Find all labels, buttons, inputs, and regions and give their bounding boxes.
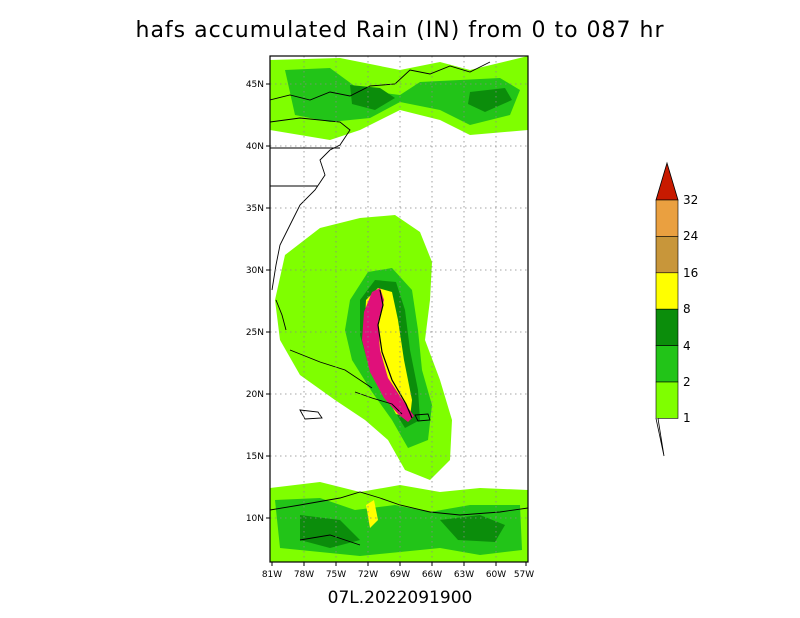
colorbar-top-triangle xyxy=(655,161,679,201)
lon-label: 72W xyxy=(358,570,378,580)
storm-track-swath xyxy=(362,288,414,422)
lat-label: 15N xyxy=(246,452,264,462)
axis-ticks xyxy=(266,83,527,566)
colorbar-label: 32 xyxy=(683,193,698,207)
colorbar-label: 4 xyxy=(683,339,691,353)
rain-region-north xyxy=(270,56,528,140)
colorbar-segment xyxy=(655,308,679,346)
rain-region-south xyxy=(270,482,528,562)
lon-label: 75W xyxy=(326,570,346,580)
colorbar: 32 24 16 8 4 2 1 xyxy=(655,161,698,457)
lon-label: 60W xyxy=(486,570,506,580)
lat-label: 45N xyxy=(246,80,264,90)
colorbar-label: 24 xyxy=(683,229,698,243)
coastlines xyxy=(270,61,528,546)
lat-label: 40N xyxy=(246,142,264,152)
colorbar-segment xyxy=(655,199,679,237)
colorbar-bottom-triangle xyxy=(655,418,665,457)
storm-run-id: 07L.2022091900 xyxy=(327,588,473,608)
lon-label: 81W xyxy=(262,570,282,580)
colorbar-segment xyxy=(655,272,679,310)
colorbar-label: 1 xyxy=(683,411,691,425)
lat-label: 10N xyxy=(246,514,264,524)
lat-label: 25N xyxy=(246,328,264,338)
lat-labels: 45N 40N 35N 30N 25N 20N 15N 10N xyxy=(246,80,264,524)
rain-region-storm xyxy=(275,215,452,480)
colorbar-segment xyxy=(655,236,679,274)
lon-label: 78W xyxy=(294,570,314,580)
lat-label: 30N xyxy=(246,266,264,276)
lat-lon-grid xyxy=(270,56,528,562)
lat-label: 20N xyxy=(246,390,264,400)
lon-label: 63W xyxy=(454,570,474,580)
colorbar-label: 16 xyxy=(683,266,698,280)
colorbar-label: 8 xyxy=(683,302,691,316)
lon-label: 69W xyxy=(390,570,410,580)
lon-label: 66W xyxy=(422,570,442,580)
lon-labels: 81W 78W 75W 72W 69W 66W 63W 60W 57W xyxy=(262,570,534,580)
lat-label: 35N xyxy=(246,204,264,214)
colorbar-label: 2 xyxy=(683,375,691,389)
map-border xyxy=(269,55,529,563)
map-title: hafs accumulated Rain (IN) from 0 to 087… xyxy=(135,18,665,43)
lon-label: 57W xyxy=(514,570,534,580)
map-panel xyxy=(270,56,528,562)
colorbar-segment xyxy=(655,381,679,419)
colorbar-segment xyxy=(655,345,679,383)
